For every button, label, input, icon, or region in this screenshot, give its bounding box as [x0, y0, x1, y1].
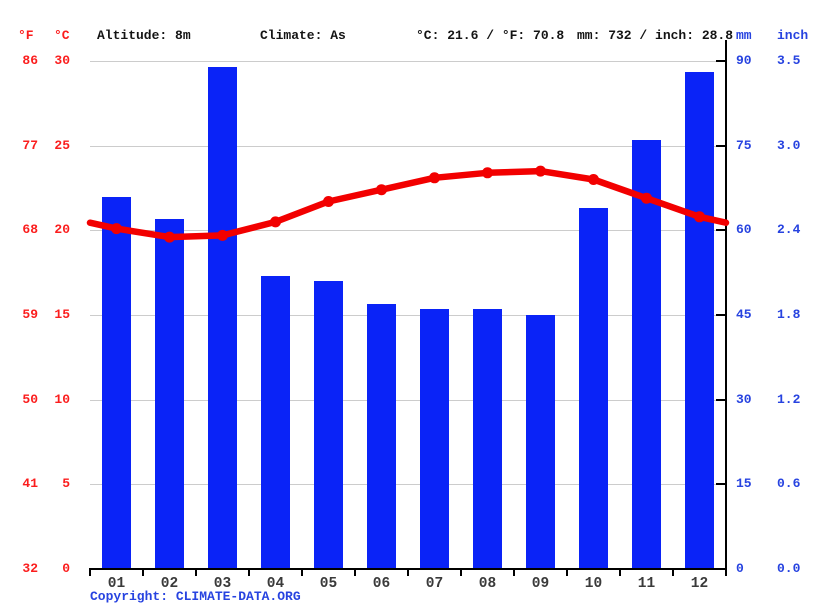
- mm-tick-label: 60: [736, 222, 752, 238]
- gridline: [90, 484, 726, 486]
- celsius-tick-label: 25: [54, 137, 70, 153]
- inch-unit-header: inch: [777, 28, 809, 43]
- right-axis-tick: [716, 398, 725, 401]
- right-axis-tick: [716, 229, 725, 232]
- x-tick-label-10: 10: [584, 576, 603, 592]
- temperature-point-05: [323, 196, 334, 207]
- inch-tick-label: 1.8: [777, 307, 801, 322]
- gridline: [90, 315, 726, 316]
- precip-bar-04: [261, 275, 290, 569]
- gridline: [90, 399, 726, 401]
- temperature-polyline: [86, 167, 730, 241]
- fahrenheit-unit-header: °F: [18, 28, 34, 43]
- precip-bar-06: [367, 303, 396, 569]
- right-y-axis-line: [725, 40, 727, 570]
- mean-temperature-label: °C: 21.6 / °F: 70.8: [416, 28, 565, 43]
- gridline: [90, 145, 726, 147]
- x-tick-label-08: 08: [478, 576, 497, 592]
- precip-bar-10: [579, 207, 608, 569]
- mm-tick-label: 30: [736, 391, 752, 407]
- x-tick-label-09: 09: [531, 576, 550, 592]
- precip-bar-01: [102, 196, 131, 569]
- x-axis-tick: [619, 569, 621, 576]
- precip-bar-09: [526, 315, 555, 569]
- x-axis-tick: [354, 569, 356, 576]
- inch-tick-label: 0.0: [777, 561, 801, 576]
- temperature-point-08: [482, 167, 493, 179]
- x-tick-label-12: 12: [690, 576, 709, 592]
- climate-type-label: Climate: As: [260, 28, 346, 43]
- mm-unit-header: mm: [736, 28, 752, 43]
- temperature-point-07: [429, 172, 440, 184]
- x-axis-tick: [460, 569, 462, 576]
- mm-tick-label: 45: [736, 307, 752, 322]
- mm-tick-label: 75: [736, 137, 752, 153]
- right-axis-tick: [716, 60, 725, 62]
- inch-tick-label: 3.0: [777, 137, 801, 153]
- gridline: [90, 230, 726, 232]
- precip-bar-03: [208, 66, 237, 569]
- temperature-point-04: [270, 216, 281, 228]
- x-axis-tick: [566, 569, 568, 576]
- temperature-point-06: [376, 184, 387, 196]
- total-precipitation-label: mm: 732 / inch: 28.8: [577, 28, 734, 43]
- x-axis-tick: [725, 569, 727, 576]
- celsius-tick-label: 10: [54, 391, 70, 407]
- precip-bar-02: [155, 219, 184, 569]
- copyright-link[interactable]: Copyright: CLIMATE-DATA.ORG: [90, 589, 301, 604]
- fahrenheit-tick-label: 68: [22, 222, 38, 238]
- x-axis-tick: [407, 569, 409, 576]
- inch-tick-label: 0.6: [777, 476, 801, 492]
- x-tick-label-05: 05: [319, 576, 338, 592]
- x-tick-label-01: 01: [107, 576, 126, 592]
- celsius-tick-label: 0: [62, 561, 70, 576]
- mm-tick-label: 90: [736, 53, 752, 68]
- right-axis-tick: [716, 314, 725, 316]
- right-axis-tick: [716, 483, 725, 486]
- precip-bar-08: [473, 309, 502, 569]
- precip-bar-05: [314, 281, 343, 569]
- x-tick-label-02: 02: [160, 576, 179, 592]
- x-tick-label-03: 03: [213, 576, 232, 592]
- x-axis-tick: [142, 569, 144, 576]
- x-axis-tick: [672, 569, 674, 576]
- x-tick-label-11: 11: [637, 576, 656, 592]
- mm-tick-label: 15: [736, 476, 752, 492]
- inch-tick-label: 2.4: [777, 222, 801, 238]
- x-axis-tick: [195, 569, 197, 576]
- x-tick-label-06: 06: [372, 576, 391, 592]
- fahrenheit-tick-label: 32: [22, 561, 38, 576]
- x-tick-label-07: 07: [425, 576, 444, 592]
- celsius-unit-header: °C: [54, 28, 70, 43]
- celsius-tick-label: 20: [54, 222, 70, 238]
- inch-tick-label: 3.5: [777, 53, 801, 68]
- right-axis-tick: [716, 144, 725, 147]
- fahrenheit-tick-label: 41: [22, 476, 38, 492]
- temperature-point-10: [588, 174, 599, 185]
- precip-bar-12: [685, 72, 714, 569]
- temperature-point-09: [535, 165, 546, 177]
- celsius-tick-label: 30: [54, 53, 70, 68]
- gridline: [90, 61, 726, 62]
- mm-tick-label: 0: [736, 561, 744, 576]
- celsius-tick-label: 5: [62, 476, 70, 492]
- inch-tick-label: 1.2: [777, 391, 801, 407]
- celsius-tick-label: 15: [54, 307, 70, 322]
- fahrenheit-tick-label: 50: [22, 391, 38, 407]
- x-tick-label-04: 04: [266, 576, 285, 592]
- fahrenheit-tick-label: 77: [22, 137, 38, 153]
- x-axis-tick: [513, 569, 515, 576]
- x-axis-tick: [89, 569, 91, 576]
- fahrenheit-tick-label: 59: [22, 307, 38, 322]
- precip-bar-07: [420, 309, 449, 569]
- precip-bar-11: [632, 140, 661, 569]
- altitude-label: Altitude: 8m: [97, 28, 191, 43]
- x-axis-tick: [248, 569, 250, 576]
- right-axis-tick: [716, 568, 725, 570]
- fahrenheit-tick-label: 86: [22, 53, 38, 68]
- x-axis-tick: [301, 569, 303, 576]
